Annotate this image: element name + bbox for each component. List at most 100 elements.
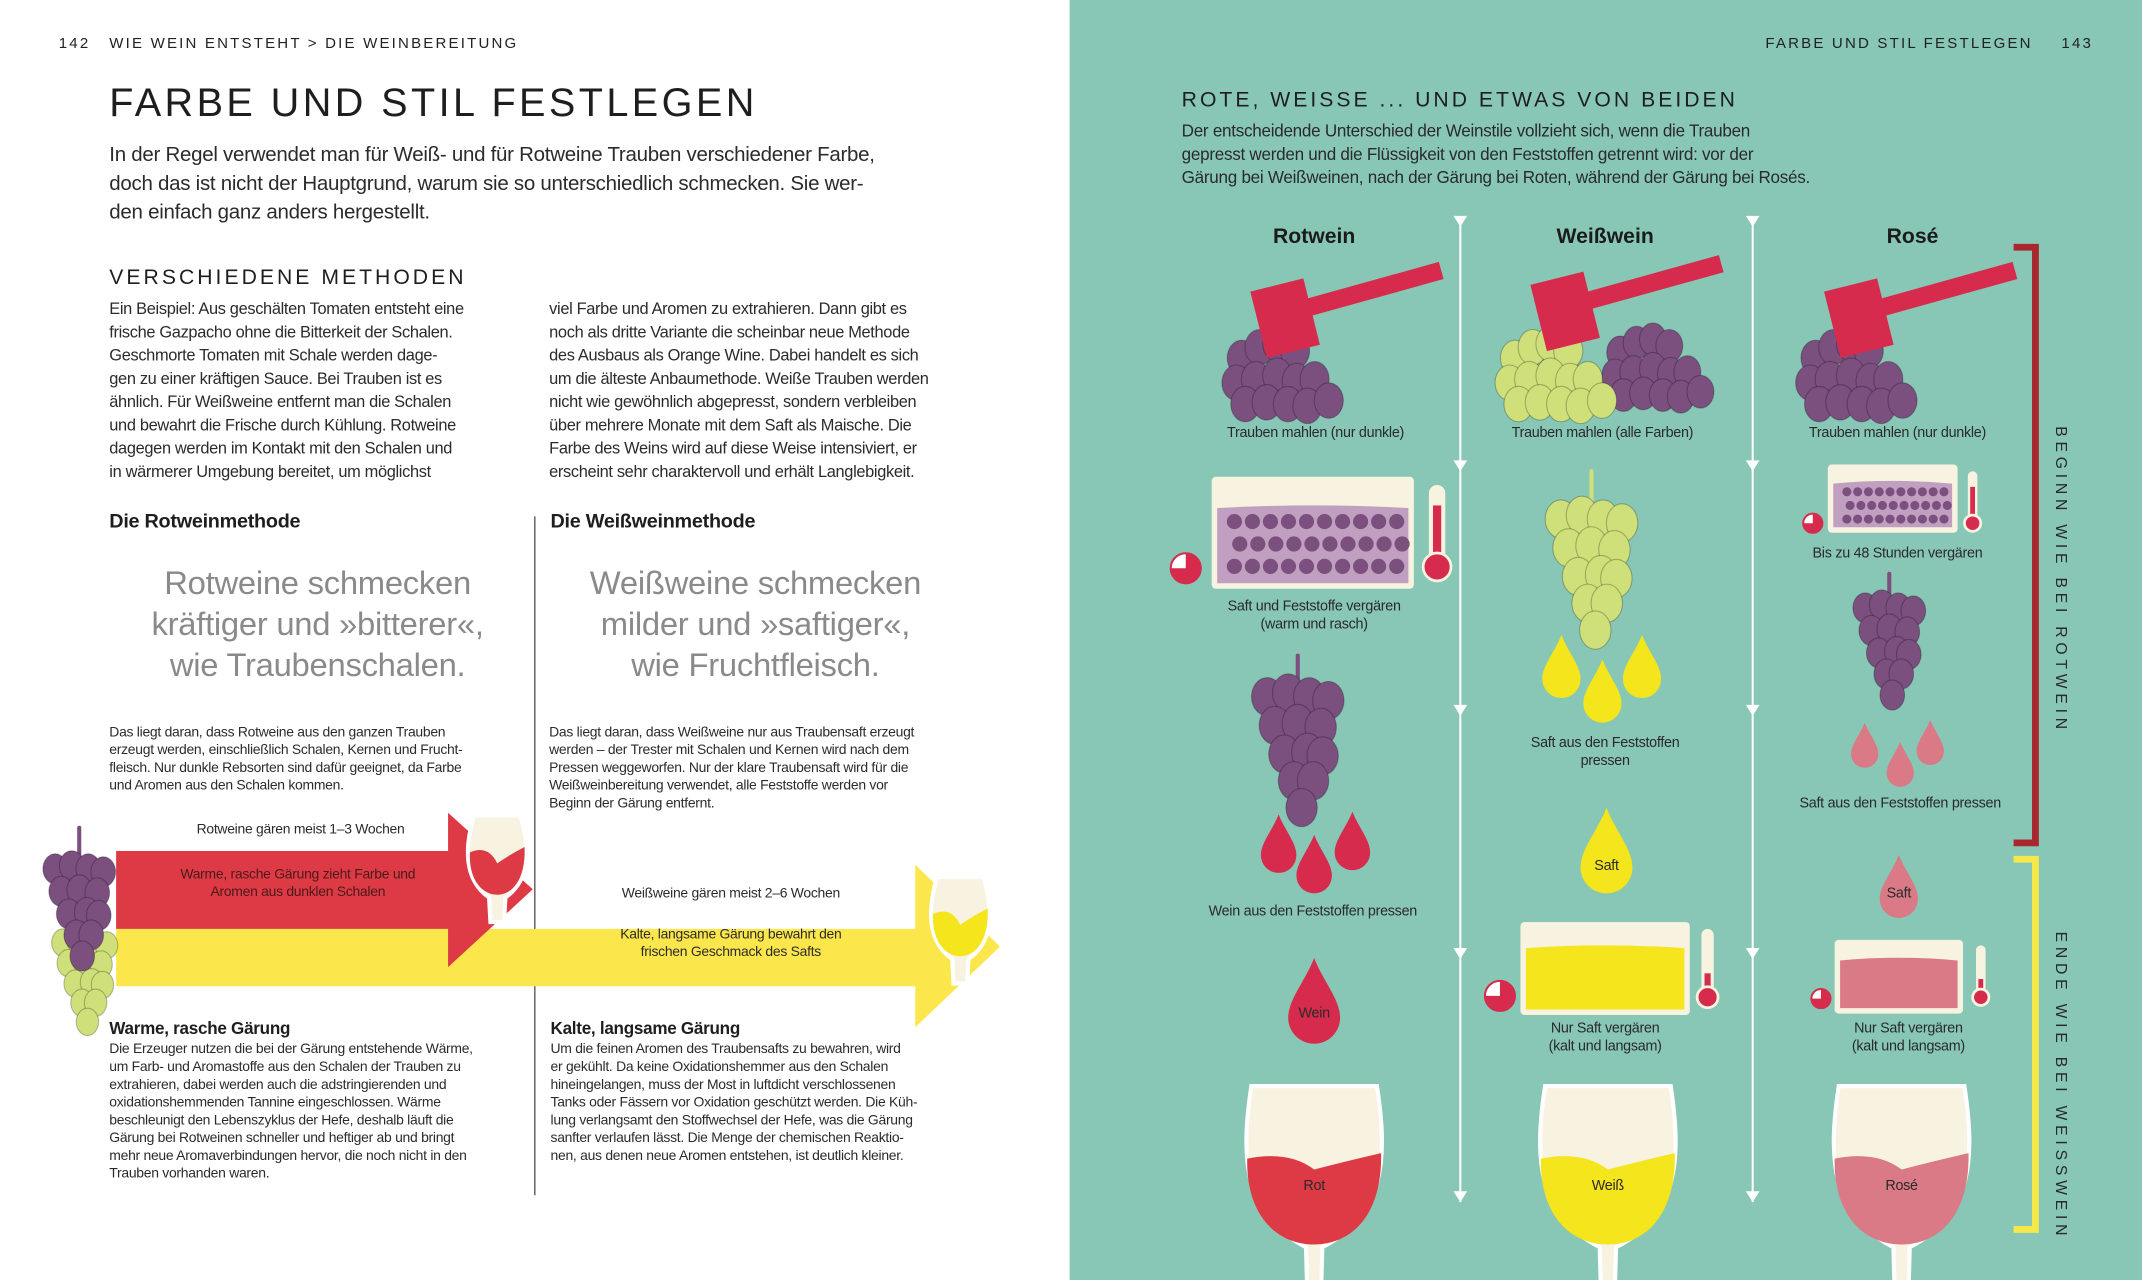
rose-wine-glass-icon [1831,1083,1972,1280]
caption-rose-step1: Trauben mahlen (nur dunkle) [1808,424,1987,442]
cold-fermentation-text: Um die feinen Aromen des Traubensafts zu… [550,1042,918,1164]
glass-label-weiss: Weiß [1591,1177,1624,1194]
grape-dot [1917,487,1927,497]
grape-dot [1910,500,1920,510]
grape-dot [1856,500,1866,510]
grape-dot [1304,536,1320,552]
grape-dot [1316,513,1333,530]
white-arrow-label: Kalte, langsame Gärung bewahrt den frisc… [620,927,842,961]
grape [1586,382,1618,419]
red-arrow-duration: Rotweine gären meist 1–3 Wochen [196,822,405,838]
grape-dot [1353,513,1369,530]
clock-icon [1810,988,1832,1010]
infographic-intro: Der entscheidende Unterschied der Weinst… [1181,121,1811,188]
clock-icon [1169,552,1202,585]
grape-dot [1853,487,1863,497]
juice-drop-icon [1622,634,1662,699]
grape-dot [1244,558,1260,574]
drop-label-wein: Wein [1298,1005,1330,1022]
caption-red-step2: Saft und Feststoffe vergären (warm und r… [1227,598,1401,633]
cold-fermentation-heading: Kalte, langsame Gärung [550,1019,741,1039]
page-number-right: 143 [2061,35,2094,52]
grape-dot [1863,514,1873,524]
fermentation-tank-red-icon [1211,476,1414,589]
red-drop-icon [1334,811,1371,871]
grape-dot [1268,536,1284,552]
white-pull-quote: Weißweine schmecken milder und »saftiger… [589,565,922,685]
hammer-icon [1824,261,2018,358]
drop-label-saft-white: Saft [1594,857,1619,875]
warm-fermentation-heading: Warme, rasche Gärung [109,1019,291,1039]
grape-dot [1232,536,1248,552]
grape [69,940,96,972]
intro-paragraph: In der Regel verwendet man für Weiß- und… [109,143,875,225]
warm-fermentation-text: Die Erzeuger nutzen die bei der Gärung e… [109,1042,473,1182]
grape-dot [1942,500,1952,510]
hammer-head [1250,278,1320,358]
grape [1285,787,1318,828]
thermometer-bulb [1971,987,1991,1007]
white-wine-glass-icon [928,874,992,986]
down-arrow-marker-icon [1745,704,1760,716]
grape [1887,382,1918,419]
down-arrow-marker-icon [1453,460,1468,472]
grape-dot [1939,514,1949,524]
grape-dot [1874,487,1884,497]
grape-dot [1389,513,1405,530]
grape [1579,610,1612,650]
grape-dot [1358,536,1374,552]
clock-icon [1483,979,1516,1012]
grape-dot [1226,513,1242,530]
section-heading: VERSCHIEDENE METHODEN [109,266,467,290]
pressed-rose-grapes-icon [1852,571,1927,711]
wine-drop-icon [1288,958,1341,1044]
red-method-text: Das liegt daran, dass Rotweine aus den g… [109,725,463,794]
rose-drop-icon [1886,741,1914,787]
grape-dot [1389,558,1405,574]
grape-dot [1335,513,1351,530]
hammer-head [1530,271,1600,352]
body-column-1: Ein Beispiel: Aus geschälten Tomaten ent… [109,299,464,481]
juice-drop-icon [1583,659,1622,723]
thermometer-icon [1963,471,1983,533]
red-wine-glass-icon [465,813,529,925]
bracket-red [2013,243,2039,847]
grape-dot [1939,487,1949,497]
grape-dot [1885,487,1895,497]
crushed-dark-grapes-icon [1601,322,1715,414]
down-arrow-marker-icon [1745,460,1760,472]
red-method-heading: Die Rotweinmethode [109,510,301,533]
caption-rose-step3: Saft aus den Feststoffen pressen [1799,795,2001,812]
clock-elapsed [1803,513,1823,533]
grape [75,1007,100,1037]
juice-drop-icon [1542,634,1581,699]
fermentation-arrows-illustration [42,812,1000,1037]
tank-liquid [1525,945,1685,1010]
clock-icon [1802,512,1824,534]
thermometer-cold-icon [1971,945,1991,1007]
column-title-rotwein: Rotwein [1272,225,1356,249]
caption-rose-step4: Nur Saft vergären (kalt und langsam) [1851,1020,1965,1055]
grape-dot [1376,536,1392,552]
crushed-red-grapes-icon [1221,325,1344,425]
grape-dot [1888,500,1898,510]
tank-liquid [1840,957,1958,1009]
grape-dot [1907,514,1917,524]
fermentation-tank-rose-juice-icon [1834,939,1964,1014]
caption-red-step3: Wein aus den Feststoffen pressen [1208,902,1418,920]
running-head-right: FARBE UND STIL FESTLEGEN [1765,35,2033,52]
grape-dot [1371,558,1387,574]
white-fermentation-arrow [116,864,1000,1028]
thermometer-level [1433,505,1442,567]
white-arrow-duration: Weißweine gären meist 2–6 Wochen [621,886,840,902]
wine-fill [1834,1153,1969,1245]
bracket-yellow [2013,855,2039,1233]
down-arrow-marker-icon [1745,215,1760,227]
grape-dot [1335,558,1351,574]
grape-dot [1863,487,1873,497]
thermometer-bulb [1963,513,1983,533]
column-title-weisswein: Weißwein [1556,225,1654,249]
fermentation-tank-rose-icon [1827,464,1958,533]
grape-dot [1907,487,1917,497]
